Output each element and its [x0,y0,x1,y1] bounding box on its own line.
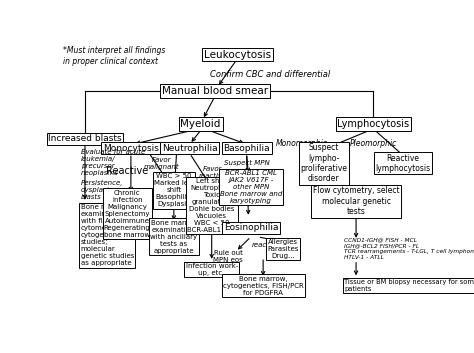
Text: Favor
malignant: Favor malignant [144,157,179,170]
Text: Tissue or BM biopsy necessary for some
patients: Tissue or BM biopsy necessary for some p… [344,279,474,292]
Text: Neutrophilia: Neutrophilia [162,144,218,153]
Text: *Must interpret all findings
in proper clinical context: *Must interpret all findings in proper c… [63,47,165,66]
Text: Monocytosis: Monocytosis [103,144,159,153]
Text: Suspect
lympho-
proliferative
disorder: Suspect lympho- proliferative disorder [300,143,347,184]
Text: Eosinophilia: Eosinophilia [224,223,278,232]
Text: Evaluate for acute
leukemia/
precursor
neoplasms: Evaluate for acute leukemia/ precursor n… [81,149,145,176]
Text: Suspect MPN: Suspect MPN [224,160,270,166]
Text: CCND1-IGH@ FISH - MCL
IGH@-BCL2 FISH/PCR - FL
TCR rearrangements - T-LGL, T cell: CCND1-IGH@ FISH - MCL IGH@-BCL2 FISH/PCR… [344,238,474,260]
Text: Leukocytosis: Leukocytosis [204,49,271,60]
Text: Bone marrow,
cytogenetics, FISH/PCR
for PDGFRA: Bone marrow, cytogenetics, FISH/PCR for … [223,276,303,295]
Text: Left shift
Neutrophils:
Toxic
granulation
Dohle bodies
Vacuoles
WBC < 50
BCR-ABL: Left shift Neutrophils: Toxic granulatio… [187,178,237,233]
Text: BCR-ABL1 CML
JAK2 V617F -
other MPN
Bone marrow and
karyotyping: BCR-ABL1 CML JAK2 V617F - other MPN Bone… [220,170,282,204]
Text: Allergies
Parasites
Drug...: Allergies Parasites Drug... [268,239,299,259]
Text: Confirm CBC and differential: Confirm CBC and differential [210,71,330,79]
Text: Chronic
infection
Malignancy
Splenectomy
Autoimmune
Regenerating
bone marrow: Chronic infection Malignancy Splenectomy… [104,190,151,238]
Text: Increased blasts: Increased blasts [48,134,122,143]
Text: Reactive
lymphocytosis: Reactive lymphocytosis [375,154,430,173]
Text: reactive: reactive [252,243,280,249]
Text: Lymphocytosis: Lymphocytosis [337,119,410,129]
Text: Persistence,
dysplasia,
blasts: Persistence, dysplasia, blasts [81,180,123,200]
Text: Flow cytometry, select
molecular genetic
tests: Flow cytometry, select molecular genetic… [313,186,400,216]
Text: Rule out
MPN eos: Rule out MPN eos [213,250,243,263]
Text: Bone marrow
examination
with flow
cytometry,
cytogenetic
studies;
molecular
gene: Bone marrow examination with flow cytome… [81,204,134,267]
Text: Infection work-
up, etc.: Infection work- up, etc. [185,263,238,276]
Text: Manual blood smear: Manual blood smear [162,86,268,96]
Text: Pleomorphic: Pleomorphic [350,139,397,148]
Text: Favor
reactive: Favor reactive [199,166,227,179]
Text: Basophilia: Basophilia [223,144,270,153]
Text: Monomorphic: Monomorphic [276,139,328,148]
Text: Reactive: Reactive [106,166,148,176]
Text: Bone marrow
examination
with ancillary
tests as
appropriate: Bone marrow examination with ancillary t… [150,220,198,254]
Text: Myeloid: Myeloid [181,119,221,129]
Text: WBC > 50
Marked left
shift
Basophilia
Dysplasia: WBC > 50 Marked left shift Basophilia Dy… [154,173,193,208]
